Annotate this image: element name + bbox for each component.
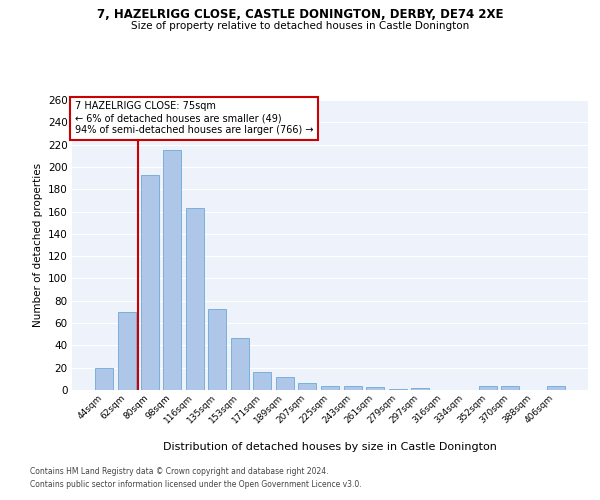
Bar xyxy=(411,388,429,390)
Bar xyxy=(366,386,384,390)
Bar xyxy=(118,312,136,390)
Bar xyxy=(231,338,249,390)
Text: Distribution of detached houses by size in Castle Donington: Distribution of detached houses by size … xyxy=(163,442,497,452)
Text: Size of property relative to detached houses in Castle Donington: Size of property relative to detached ho… xyxy=(131,21,469,31)
Bar xyxy=(95,368,113,390)
Bar xyxy=(163,150,181,390)
Bar xyxy=(185,208,204,390)
Text: 7 HAZELRIGG CLOSE: 75sqm
← 6% of detached houses are smaller (49)
94% of semi-de: 7 HAZELRIGG CLOSE: 75sqm ← 6% of detache… xyxy=(74,102,313,134)
Bar xyxy=(276,376,294,390)
Bar xyxy=(298,384,316,390)
Bar xyxy=(502,386,520,390)
Bar xyxy=(344,386,362,390)
Text: Contains HM Land Registry data © Crown copyright and database right 2024.: Contains HM Land Registry data © Crown c… xyxy=(30,467,329,476)
Bar xyxy=(253,372,271,390)
Text: Contains public sector information licensed under the Open Government Licence v3: Contains public sector information licen… xyxy=(30,480,362,489)
Text: 7, HAZELRIGG CLOSE, CASTLE DONINGTON, DERBY, DE74 2XE: 7, HAZELRIGG CLOSE, CASTLE DONINGTON, DE… xyxy=(97,8,503,20)
Bar xyxy=(208,308,226,390)
Y-axis label: Number of detached properties: Number of detached properties xyxy=(32,163,43,327)
Bar xyxy=(140,174,158,390)
Bar xyxy=(547,386,565,390)
Bar xyxy=(479,386,497,390)
Bar xyxy=(389,389,407,390)
Bar xyxy=(321,386,339,390)
